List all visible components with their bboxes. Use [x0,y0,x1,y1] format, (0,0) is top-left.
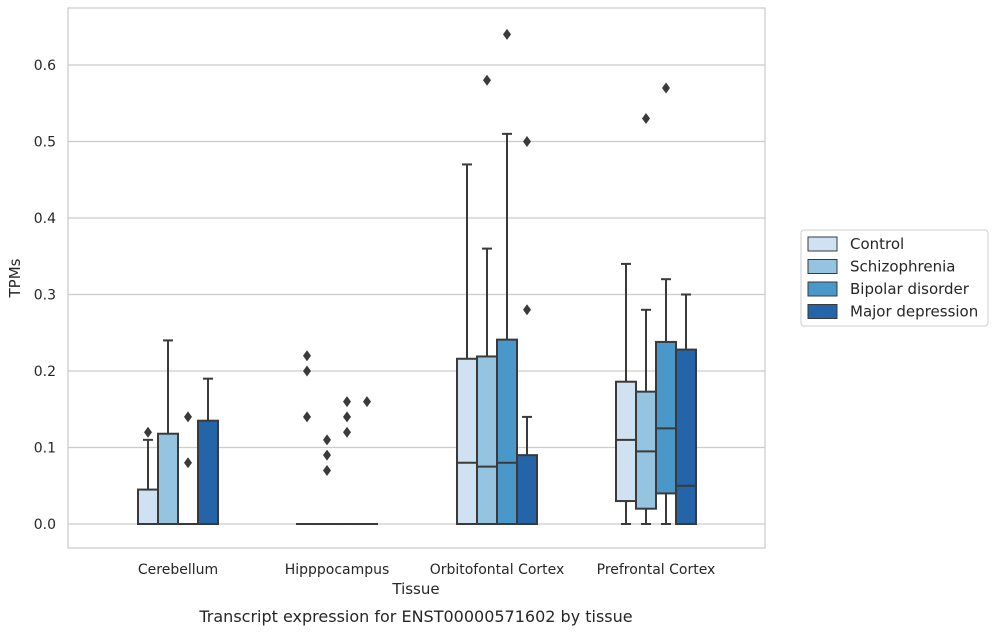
x-tick-label: Orbitofontal Cortex [430,562,565,578]
outlier-point [642,113,650,125]
plot-frame [67,7,766,549]
legend-label: Control [850,235,904,253]
box-plot [137,426,159,526]
outlier-point [184,411,192,423]
box-plot [296,350,318,526]
box-plot [476,74,498,525]
x-tick-label: Prefrontal Cortex [597,562,716,578]
x-tick-label: Hipppocampus [285,562,390,578]
box [456,357,478,526]
box [157,432,179,526]
box-plot [177,411,199,526]
box-plot [635,113,657,525]
chart-caption: Transcript expression for ENST0000057160… [198,607,632,626]
box-plot [336,396,358,526]
y-axis-label: TPMs [6,258,24,298]
box-plot [356,396,378,526]
box [655,340,677,495]
legend-swatch [807,281,838,297]
box [675,348,697,525]
y-tick-labels: 0.0 0.1 0.2 0.3 0.4 0.5 0.6 [34,58,56,533]
gridlines [68,64,765,525]
legend-swatch [807,236,838,252]
x-tick-labels: Cerebellum Hipppocampus Orbitofontal Corte… [138,562,715,578]
outlier-point [303,411,311,423]
outlier-point [323,449,331,461]
box-plot [655,82,677,525]
box [197,419,219,526]
outlier-point [523,304,531,316]
box [615,380,637,503]
box-plots [137,28,697,526]
box-plot [496,28,518,526]
outlier-point [523,136,531,147]
box-plot [675,293,697,525]
y-tick-label: 0.3 [34,288,56,304]
outlier-point [323,434,331,446]
y-tick-label: 0.5 [34,135,56,151]
box [496,338,518,526]
box-plot [516,136,538,525]
y-tick-label: 0.2 [34,364,56,380]
y-tick-label: 0.4 [34,211,56,227]
box [476,355,498,525]
box-plot [197,377,219,526]
outlier-point [503,28,511,40]
legend: Control Schizophrenia Bipolar disorder Majo… [800,229,989,327]
box [635,390,657,510]
legend-frame [800,229,989,327]
x-axis-label: Tissue [391,580,439,598]
y-tick-label: 0.1 [34,441,56,457]
outlier-point [323,464,331,476]
legend-label: Schizophrenia [850,258,955,276]
box [137,488,159,526]
legend-swatch [807,259,838,274]
box-plot [615,262,637,525]
outlier-point [483,74,491,86]
outlier-point [303,365,311,377]
outlier-point [363,396,371,408]
outlier-point [144,426,152,438]
outlier-point [343,411,351,423]
outlier-point [343,426,351,438]
outlier-point [662,82,670,94]
box [516,454,538,525]
legend-swatch [807,304,838,319]
outlier-point [184,457,192,469]
x-tick-label: Cerebellum [138,562,218,578]
outlier-point [303,350,311,362]
outlier-point [343,396,351,408]
y-tick-label: 0.6 [34,58,56,74]
legend-label: Major depression [850,303,978,321]
box-plot [157,339,179,526]
y-tick-label: 0.0 [34,517,56,533]
legend-label: Bipolar disorder [850,280,970,298]
